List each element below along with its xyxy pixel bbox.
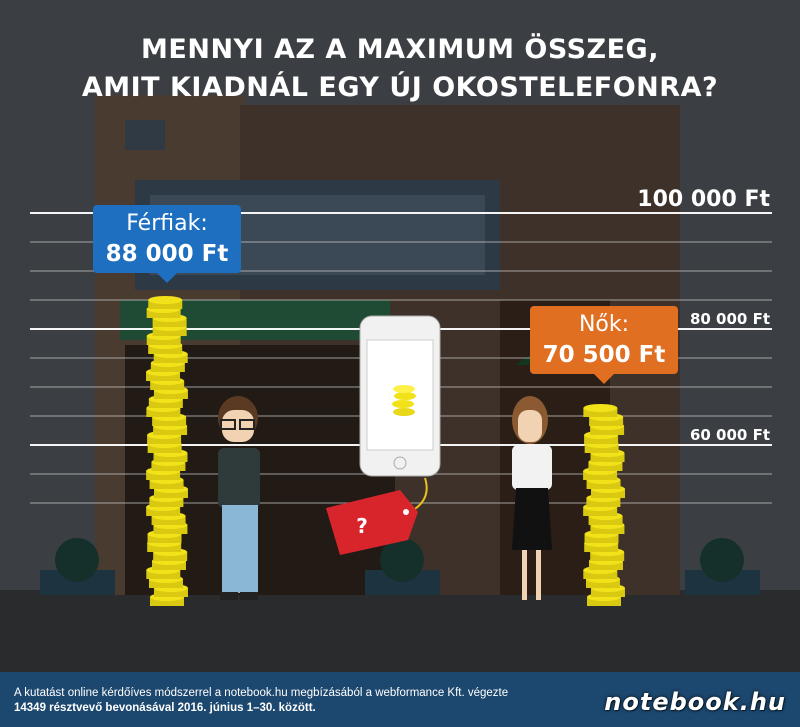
man-figure (218, 396, 260, 600)
men-coin-stack (146, 296, 188, 606)
title-line-1: MENNYI AZ A MAXIMUM ÖSSZEG, (141, 34, 659, 65)
street (0, 590, 800, 672)
men-label: Férfiak: (126, 210, 208, 236)
woman-figure (512, 396, 552, 600)
coin-stacks (146, 296, 625, 606)
smartphone-icon (359, 315, 441, 477)
men-value: 88 000 Ft (105, 240, 229, 267)
women-value: 70 500 Ft (542, 342, 666, 369)
women-value-label: Nők: 70 500 Ft (530, 306, 678, 385)
tick-label: 60 000 Ft (689, 426, 770, 444)
title-line-2: AMIT KIADNÁL EGY ÚJ OKOSTELEFONRA? (81, 72, 719, 103)
women-label: Nők: (578, 312, 630, 338)
footer-line-2: 14349 résztvevő bevonásával 2016. június… (14, 702, 316, 714)
footer: A kutatást online kérdőíves módszerrel a… (0, 672, 800, 727)
bush (55, 538, 99, 582)
tick-label: 80 000 Ft (689, 310, 770, 328)
bush (380, 538, 424, 582)
window (125, 120, 165, 150)
notebook-logo: notebook.hu (604, 688, 786, 716)
footer-note: A kutatást online kérdőíves módszerrel a… (14, 686, 508, 716)
men-value-label: Férfiak: 88 000 Ft (93, 204, 241, 283)
price-tag-icon: ? (326, 490, 418, 555)
bush (700, 538, 744, 582)
women-coin-stack (583, 404, 625, 606)
tick-label: 100 000 Ft (637, 187, 770, 212)
price-tag-label: ? (356, 514, 368, 538)
footer-line-1: A kutatást online kérdőíves módszerrel a… (14, 687, 509, 699)
